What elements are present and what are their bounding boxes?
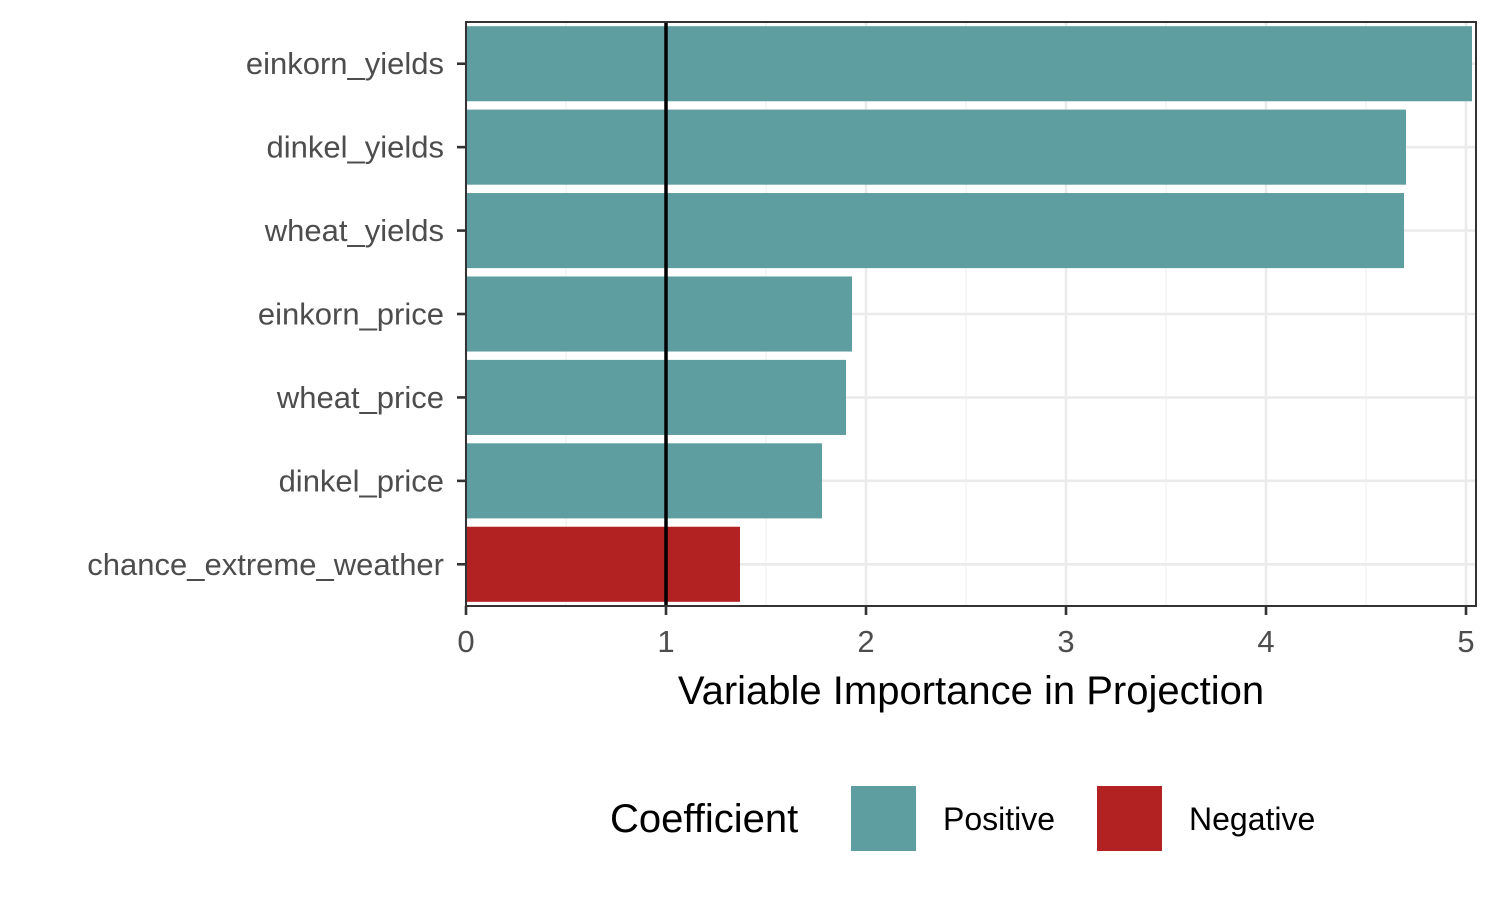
legend-label: Negative <box>1189 801 1315 837</box>
x-axis-title: Variable Importance in Projection <box>678 669 1264 713</box>
y-tick-label: wheat_price <box>276 380 444 415</box>
bar <box>466 193 1404 269</box>
x-tick-label: 5 <box>1457 624 1474 659</box>
y-axis-ticks: einkorn_yields dinkel_yields wheat_yieldse… <box>87 46 466 582</box>
y-tick-label: wheat_yields <box>264 213 444 248</box>
bar <box>466 443 822 519</box>
bar <box>466 26 1472 102</box>
legend-label: Positive <box>943 801 1055 837</box>
x-tick-label: 0 <box>457 624 474 659</box>
y-tick-label: chance_extreme_weather <box>87 547 444 582</box>
bar <box>466 526 740 602</box>
y-tick-label: dinkel_yields <box>267 130 445 165</box>
x-tick-label: 2 <box>857 624 874 659</box>
bar <box>466 276 852 352</box>
legend-title: Coefficient <box>610 797 798 841</box>
bar <box>466 359 846 435</box>
x-tick-label: 1 <box>657 624 674 659</box>
x-axis-ticks: 0 1 2 3 4 5 <box>457 606 1475 659</box>
y-tick-label: einkorn_price <box>258 297 444 332</box>
y-tick-label: dinkel_price <box>279 463 444 498</box>
x-tick-label: 3 <box>1057 624 1074 659</box>
y-tick-label: einkorn_yields <box>246 46 444 81</box>
legend-key <box>1097 786 1162 851</box>
x-tick-label: 4 <box>1257 624 1274 659</box>
legend-key <box>851 786 916 851</box>
bars <box>466 26 1472 602</box>
legend: Coefficient Positive Negative <box>610 786 1315 851</box>
bar <box>466 109 1406 185</box>
